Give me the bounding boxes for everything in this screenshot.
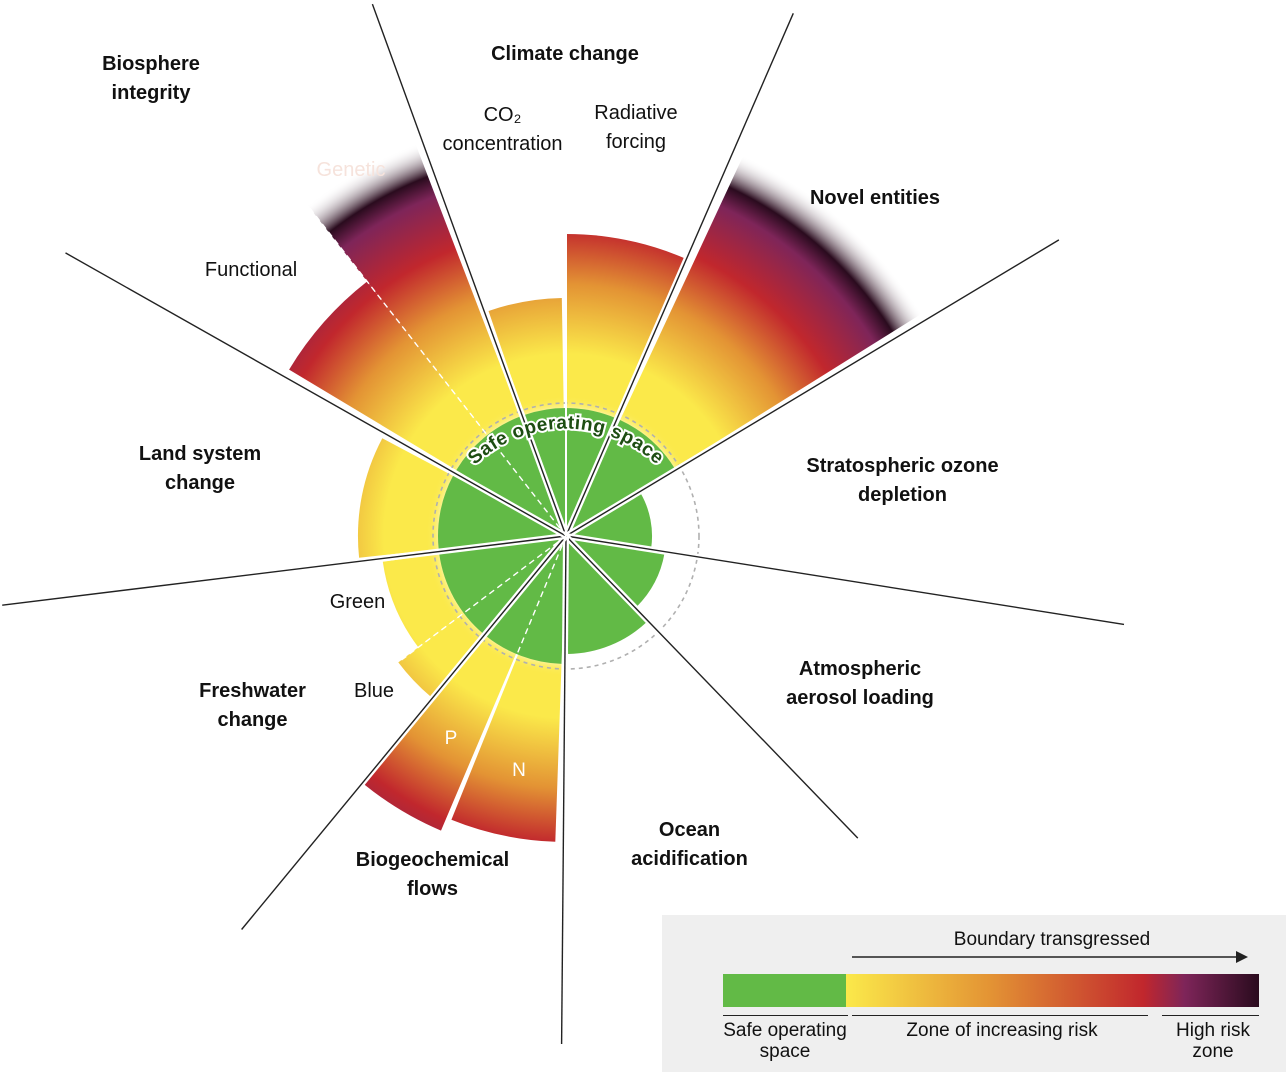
nitrogen-label: N: [512, 760, 526, 781]
ocean-acidification-title: Ocean acidification: [631, 819, 748, 870]
ocean-safe-sector: [566, 536, 647, 654]
radiative-forcing-label: Radiative forcing: [594, 102, 678, 153]
biosphere-sub-divider: [276, 165, 567, 537]
biosphere-safe-sector: [456, 416, 566, 536]
biosphere-genetic-wedge: [196, 0, 566, 536]
legend-high-bracket: [1162, 1015, 1259, 1016]
divider-aerosol-ocean: [565, 535, 859, 839]
divider-biogeo-freshwater: [241, 535, 567, 930]
land-safe-sector: [437, 475, 566, 550]
biogeochemical-sub-divider: [448, 535, 567, 819]
divider-ocean-biogeo: [560, 535, 567, 1045]
legend-risk-bracket: [852, 1015, 1148, 1016]
legend-safe-swatch: [723, 974, 846, 1007]
legend-header: Boundary transgressed: [953, 929, 1151, 950]
novel-entities-wedge: [566, 110, 965, 536]
land-system-change-title: Land system change: [138, 443, 262, 494]
climate-change-title: Climate change: [491, 43, 639, 65]
green-water-label: Green: [329, 591, 386, 613]
divider-novel-ozone: [565, 239, 1060, 537]
biogeochemical-safe-sector: [485, 536, 566, 664]
freshwater-sub-divider: [397, 535, 567, 663]
ozone-depletion-title: Stratospheric ozone depletion: [806, 455, 999, 506]
biosphere-integrity-title: Biosphere integrity: [102, 53, 200, 104]
legend-safe-label: Safe operating space: [723, 1020, 847, 1062]
biogeochemical-flows-title: Biogeochemical flows: [355, 849, 510, 900]
aerosol-loading-title: Atmospheric aerosol loading: [786, 658, 934, 709]
legend-safe-bracket: [723, 1015, 848, 1016]
novel-entities-title: Novel entities: [809, 187, 941, 209]
genetic-label: Genetic: [316, 159, 386, 181]
functional-label: Functional: [204, 259, 298, 281]
aerosol-safe-sector: [566, 536, 665, 607]
divider-freshwater-land: [2, 535, 567, 606]
divider-climate-right: [565, 13, 794, 537]
divider-climate-left: [371, 3, 567, 537]
co2-concentration-label: CO₂ concentration: [442, 104, 563, 155]
divider-ozone-aerosol: [565, 535, 1125, 626]
novel-safe-sector: [566, 420, 675, 536]
freshwater-change-title: Freshwater change: [199, 680, 306, 731]
legend-high-label: High risk zone: [1176, 1020, 1250, 1062]
phosphorus-label: P: [444, 728, 458, 749]
legend-panel: Boundary transgressed Safe operating spa…: [662, 915, 1286, 1072]
boundary-transgressed-arrow: [852, 951, 1248, 963]
blue-water-label: Blue: [353, 680, 395, 702]
climate-safe-sector: [524, 408, 616, 536]
legend-risk-label: Zone of increasing risk: [906, 1020, 1098, 1041]
divider-land-biosphere: [65, 252, 567, 537]
ozone-safe-sector: [566, 493, 653, 548]
legend-risk-gradient: [846, 974, 1259, 1007]
